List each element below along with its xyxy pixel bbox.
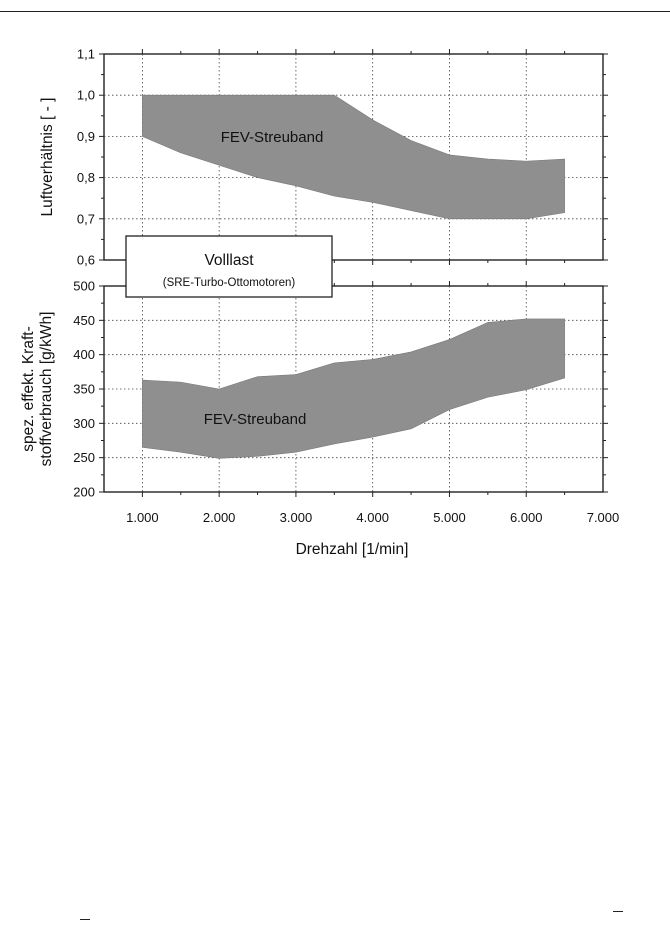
y-axis-title-bsfc-line2: stoffverbrauch [g/kWh] [38, 312, 55, 467]
y-tick-label: 300 [73, 416, 95, 431]
header-rule [0, 11, 670, 12]
legend-subtitle: (SRE-Turbo-Ottomotoren) [163, 277, 296, 289]
y-tick-label: 0,8 [77, 170, 95, 185]
y-tick-label: 0,9 [77, 129, 95, 144]
chart-bsfc: 200 250 300 350 400 450 500 1.000 2.000 3.000 4.00… [20, 279, 619, 559]
y-tick-label: 0,7 [77, 211, 95, 226]
page-mark [613, 911, 623, 912]
band-label-bsfc: FEV-Streuband [204, 411, 307, 428]
y-axis-title-lambda: Luftverhältnis [ - ] [39, 98, 56, 217]
x-tick-label: 3.000 [280, 510, 313, 525]
y-tick-label: 500 [73, 279, 95, 294]
ticks-bsfc: 200 250 300 350 400 450 500 1.000 2.000 3.000 4.00… [73, 279, 619, 526]
x-tick-label: 1.000 [126, 510, 159, 525]
band-area [142, 94, 565, 220]
legend-frame [125, 235, 333, 298]
y-tick-label: 0,6 [77, 253, 95, 268]
x-tick-label: 4.000 [356, 510, 389, 525]
page-mark [80, 919, 90, 920]
x-tick-label: 2.000 [203, 510, 236, 525]
band-area [142, 318, 565, 459]
legend-box: Volllast (SRE-Turbo-Ottomotoren) [125, 235, 333, 298]
x-tick-label: 6.000 [510, 510, 543, 525]
y-tick-label: 250 [73, 450, 95, 465]
band-lambda [142, 94, 565, 220]
band-bsfc [142, 318, 565, 459]
x-tick-label: 5.000 [433, 510, 466, 525]
y-tick-label: 400 [73, 347, 95, 362]
y-tick-label: 1,1 [77, 47, 95, 62]
y-tick-label: 200 [73, 485, 95, 500]
x-axis-title: Drehzahl [1/min] [296, 541, 409, 558]
y-tick-label: 350 [73, 382, 95, 397]
chart-lambda: 0,6 0,7 0,8 0,9 1,0 1,1 FEV-Streuband Luftver… [39, 47, 608, 268]
y-tick-label: 450 [73, 313, 95, 328]
band-label-lambda: FEV-Streuband [221, 129, 324, 146]
y-tick-label: 1,0 [77, 88, 95, 103]
legend-title: Volllast [204, 252, 254, 269]
ticks-lambda: 0,6 0,7 0,8 0,9 1,0 1,1 [77, 47, 608, 268]
y-axis-title-bsfc-line1: spez. effekt. Kraft- [20, 326, 37, 452]
x-tick-label: 7.000 [587, 510, 620, 525]
